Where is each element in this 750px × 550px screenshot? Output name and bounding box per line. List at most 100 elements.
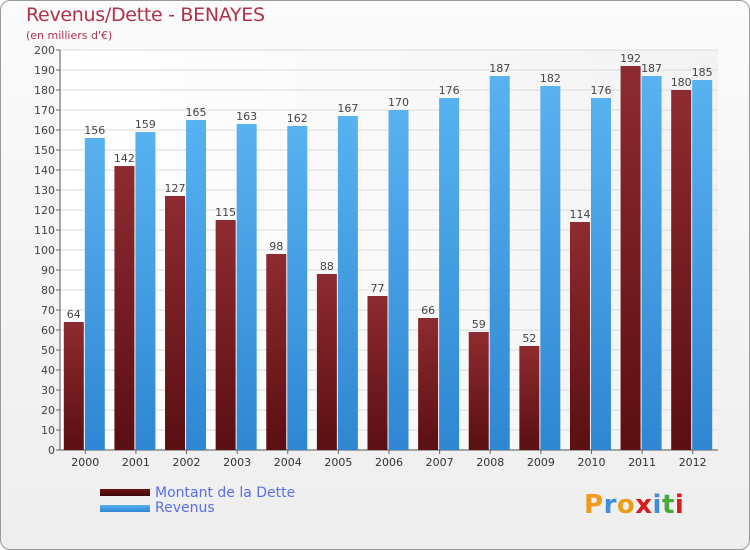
y-tick-label: 110 — [34, 224, 55, 237]
y-tick-label: 30 — [41, 384, 55, 397]
x-tick-label: 2003 — [223, 456, 251, 469]
logo-letter: i — [652, 490, 662, 520]
x-tick-label: 2009 — [527, 456, 555, 469]
y-tick-label: 190 — [34, 64, 55, 77]
legend-label-dette: Montant de la Dette — [155, 485, 296, 501]
bar-dette — [266, 254, 287, 450]
data-label: 156 — [84, 124, 105, 137]
bar-dette — [569, 222, 590, 450]
data-label: 185 — [692, 66, 713, 79]
data-label: 187 — [489, 62, 510, 75]
bar-dette — [620, 66, 641, 450]
bar-revenus — [489, 76, 510, 450]
bar-revenus — [641, 76, 662, 450]
x-tick-label: 2001 — [122, 456, 150, 469]
y-tick-label: 130 — [34, 184, 55, 197]
x-tick-label: 2002 — [173, 456, 201, 469]
data-label: 165 — [186, 106, 207, 119]
data-label: 180 — [671, 76, 692, 89]
bar-revenus — [84, 138, 105, 450]
logo-letter: o — [616, 490, 636, 520]
x-tick-label: 2006 — [375, 456, 403, 469]
x-tick-label: 2008 — [476, 456, 504, 469]
legend-swatch-dette — [100, 489, 150, 496]
y-tick-label: 80 — [41, 284, 55, 297]
bar-revenus — [287, 126, 308, 450]
y-tick-label: 20 — [41, 404, 55, 417]
y-tick-label: 160 — [34, 124, 55, 137]
y-tick-label: 200 — [34, 44, 55, 57]
data-label: 192 — [620, 52, 641, 65]
data-label: 77 — [371, 282, 385, 295]
bar-dette — [165, 196, 186, 450]
data-label: 115 — [215, 206, 236, 219]
data-label: 127 — [165, 182, 186, 195]
bar-revenus — [439, 98, 460, 450]
data-label: 159 — [135, 118, 156, 131]
x-tick-label: 2007 — [426, 456, 454, 469]
data-label: 170 — [388, 96, 409, 109]
logo-letter: t — [661, 490, 675, 520]
y-tick-label: 180 — [34, 84, 55, 97]
bar-dette — [316, 274, 337, 450]
y-tick-label: 60 — [41, 324, 55, 337]
data-label: 64 — [67, 308, 81, 321]
data-label: 187 — [641, 62, 662, 75]
data-label: 176 — [590, 84, 611, 97]
data-label: 59 — [472, 318, 486, 331]
bar-dette — [114, 166, 135, 450]
bar-revenus — [135, 132, 156, 450]
x-tick-label: 2000 — [71, 456, 99, 469]
bar-revenus — [186, 120, 207, 450]
y-tick-label: 40 — [41, 364, 55, 377]
logo-letter: i — [674, 490, 685, 520]
bar-dette — [468, 332, 489, 450]
logo-letter: r — [603, 490, 617, 520]
y-tick-label: 120 — [34, 204, 55, 217]
y-tick-label: 100 — [34, 244, 55, 257]
x-tick-label: 2011 — [628, 456, 656, 469]
bar-revenus — [692, 80, 713, 450]
bar-revenus — [388, 110, 409, 450]
x-tick-label: 2010 — [577, 456, 605, 469]
proxiti-logo: Proxiti — [584, 490, 684, 520]
y-tick-label: 170 — [34, 104, 55, 117]
x-tick-label: 2005 — [324, 456, 352, 469]
bar-dette — [418, 318, 439, 450]
y-tick-label: 10 — [41, 424, 55, 437]
bar-dette — [215, 220, 236, 450]
bar-revenus — [337, 116, 358, 450]
x-tick-label: 2004 — [274, 456, 302, 469]
bar-revenus — [236, 124, 257, 450]
y-tick-label: 150 — [34, 144, 55, 157]
y-tick-label: 0 — [48, 444, 55, 457]
bar-revenus — [540, 86, 561, 450]
data-label: 142 — [114, 152, 135, 165]
data-label: 182 — [540, 72, 561, 85]
y-tick-label: 140 — [34, 164, 55, 177]
data-label: 98 — [269, 240, 283, 253]
bar-dette — [367, 296, 388, 450]
legend-swatch-revenus — [100, 505, 150, 512]
bar-revenus — [590, 98, 611, 450]
bar-dette — [519, 346, 540, 450]
chart-subtitle: (en milliers d'€) — [26, 29, 113, 42]
y-tick-label: 50 — [41, 344, 55, 357]
data-label: 52 — [522, 332, 536, 345]
logo-letter: P — [584, 490, 604, 520]
y-tick-label: 90 — [41, 264, 55, 277]
data-label: 163 — [236, 110, 257, 123]
data-label: 162 — [287, 112, 308, 125]
data-label: 167 — [337, 102, 358, 115]
x-tick-label: 2012 — [679, 456, 707, 469]
legend-label-revenus: Revenus — [155, 500, 215, 516]
y-tick-label: 70 — [41, 304, 55, 317]
bar-dette — [671, 90, 692, 450]
data-label: 176 — [439, 84, 460, 97]
bar-dette — [63, 322, 84, 450]
data-label: 88 — [320, 260, 334, 273]
chart-title: Revenus/Dette - BENAYES — [26, 4, 265, 26]
logo-letter: x — [635, 490, 653, 520]
data-label: 114 — [569, 208, 590, 221]
